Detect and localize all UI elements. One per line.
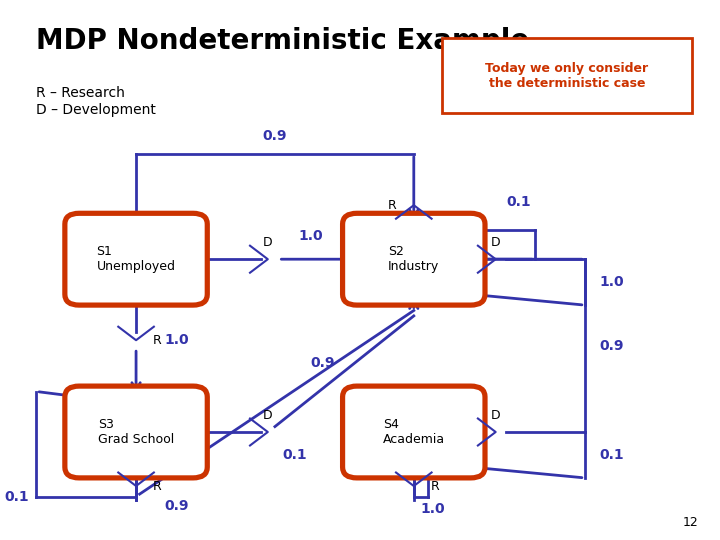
Text: 0.9: 0.9 xyxy=(263,129,287,143)
Text: R: R xyxy=(153,480,162,492)
Text: R: R xyxy=(153,334,162,347)
Text: R: R xyxy=(388,199,397,212)
Text: 0.9: 0.9 xyxy=(165,500,189,514)
Text: 12: 12 xyxy=(683,516,698,529)
FancyBboxPatch shape xyxy=(343,213,485,305)
Text: S2
Industry: S2 Industry xyxy=(388,245,439,273)
Text: MDP Nondeterministic Example: MDP Nondeterministic Example xyxy=(37,27,530,55)
Text: 1.0: 1.0 xyxy=(165,333,189,347)
Text: D: D xyxy=(491,237,500,249)
Text: 1.0: 1.0 xyxy=(421,502,446,516)
Text: 0.1: 0.1 xyxy=(506,195,531,210)
Text: 0.9: 0.9 xyxy=(310,356,335,370)
Text: Today we only consider
the deterministic case: Today we only consider the deterministic… xyxy=(485,62,649,90)
FancyBboxPatch shape xyxy=(65,213,207,305)
Text: D: D xyxy=(263,409,273,422)
Text: 1.0: 1.0 xyxy=(599,275,624,289)
Text: 1.0: 1.0 xyxy=(298,229,323,243)
Text: 0.1: 0.1 xyxy=(4,490,30,504)
Text: 0.1: 0.1 xyxy=(282,448,307,462)
Text: D: D xyxy=(491,409,500,422)
Text: R: R xyxy=(431,480,439,492)
FancyBboxPatch shape xyxy=(65,386,207,478)
Text: S1
Unemployed: S1 Unemployed xyxy=(96,245,176,273)
Text: S3
Grad School: S3 Grad School xyxy=(98,418,174,446)
Text: S4
Academia: S4 Academia xyxy=(383,418,445,446)
Text: 0.1: 0.1 xyxy=(599,448,624,462)
Text: R – Research
D – Development: R – Research D – Development xyxy=(37,86,156,117)
Text: D: D xyxy=(263,237,273,249)
Text: 0.9: 0.9 xyxy=(599,339,624,353)
FancyBboxPatch shape xyxy=(442,38,691,113)
FancyBboxPatch shape xyxy=(343,386,485,478)
